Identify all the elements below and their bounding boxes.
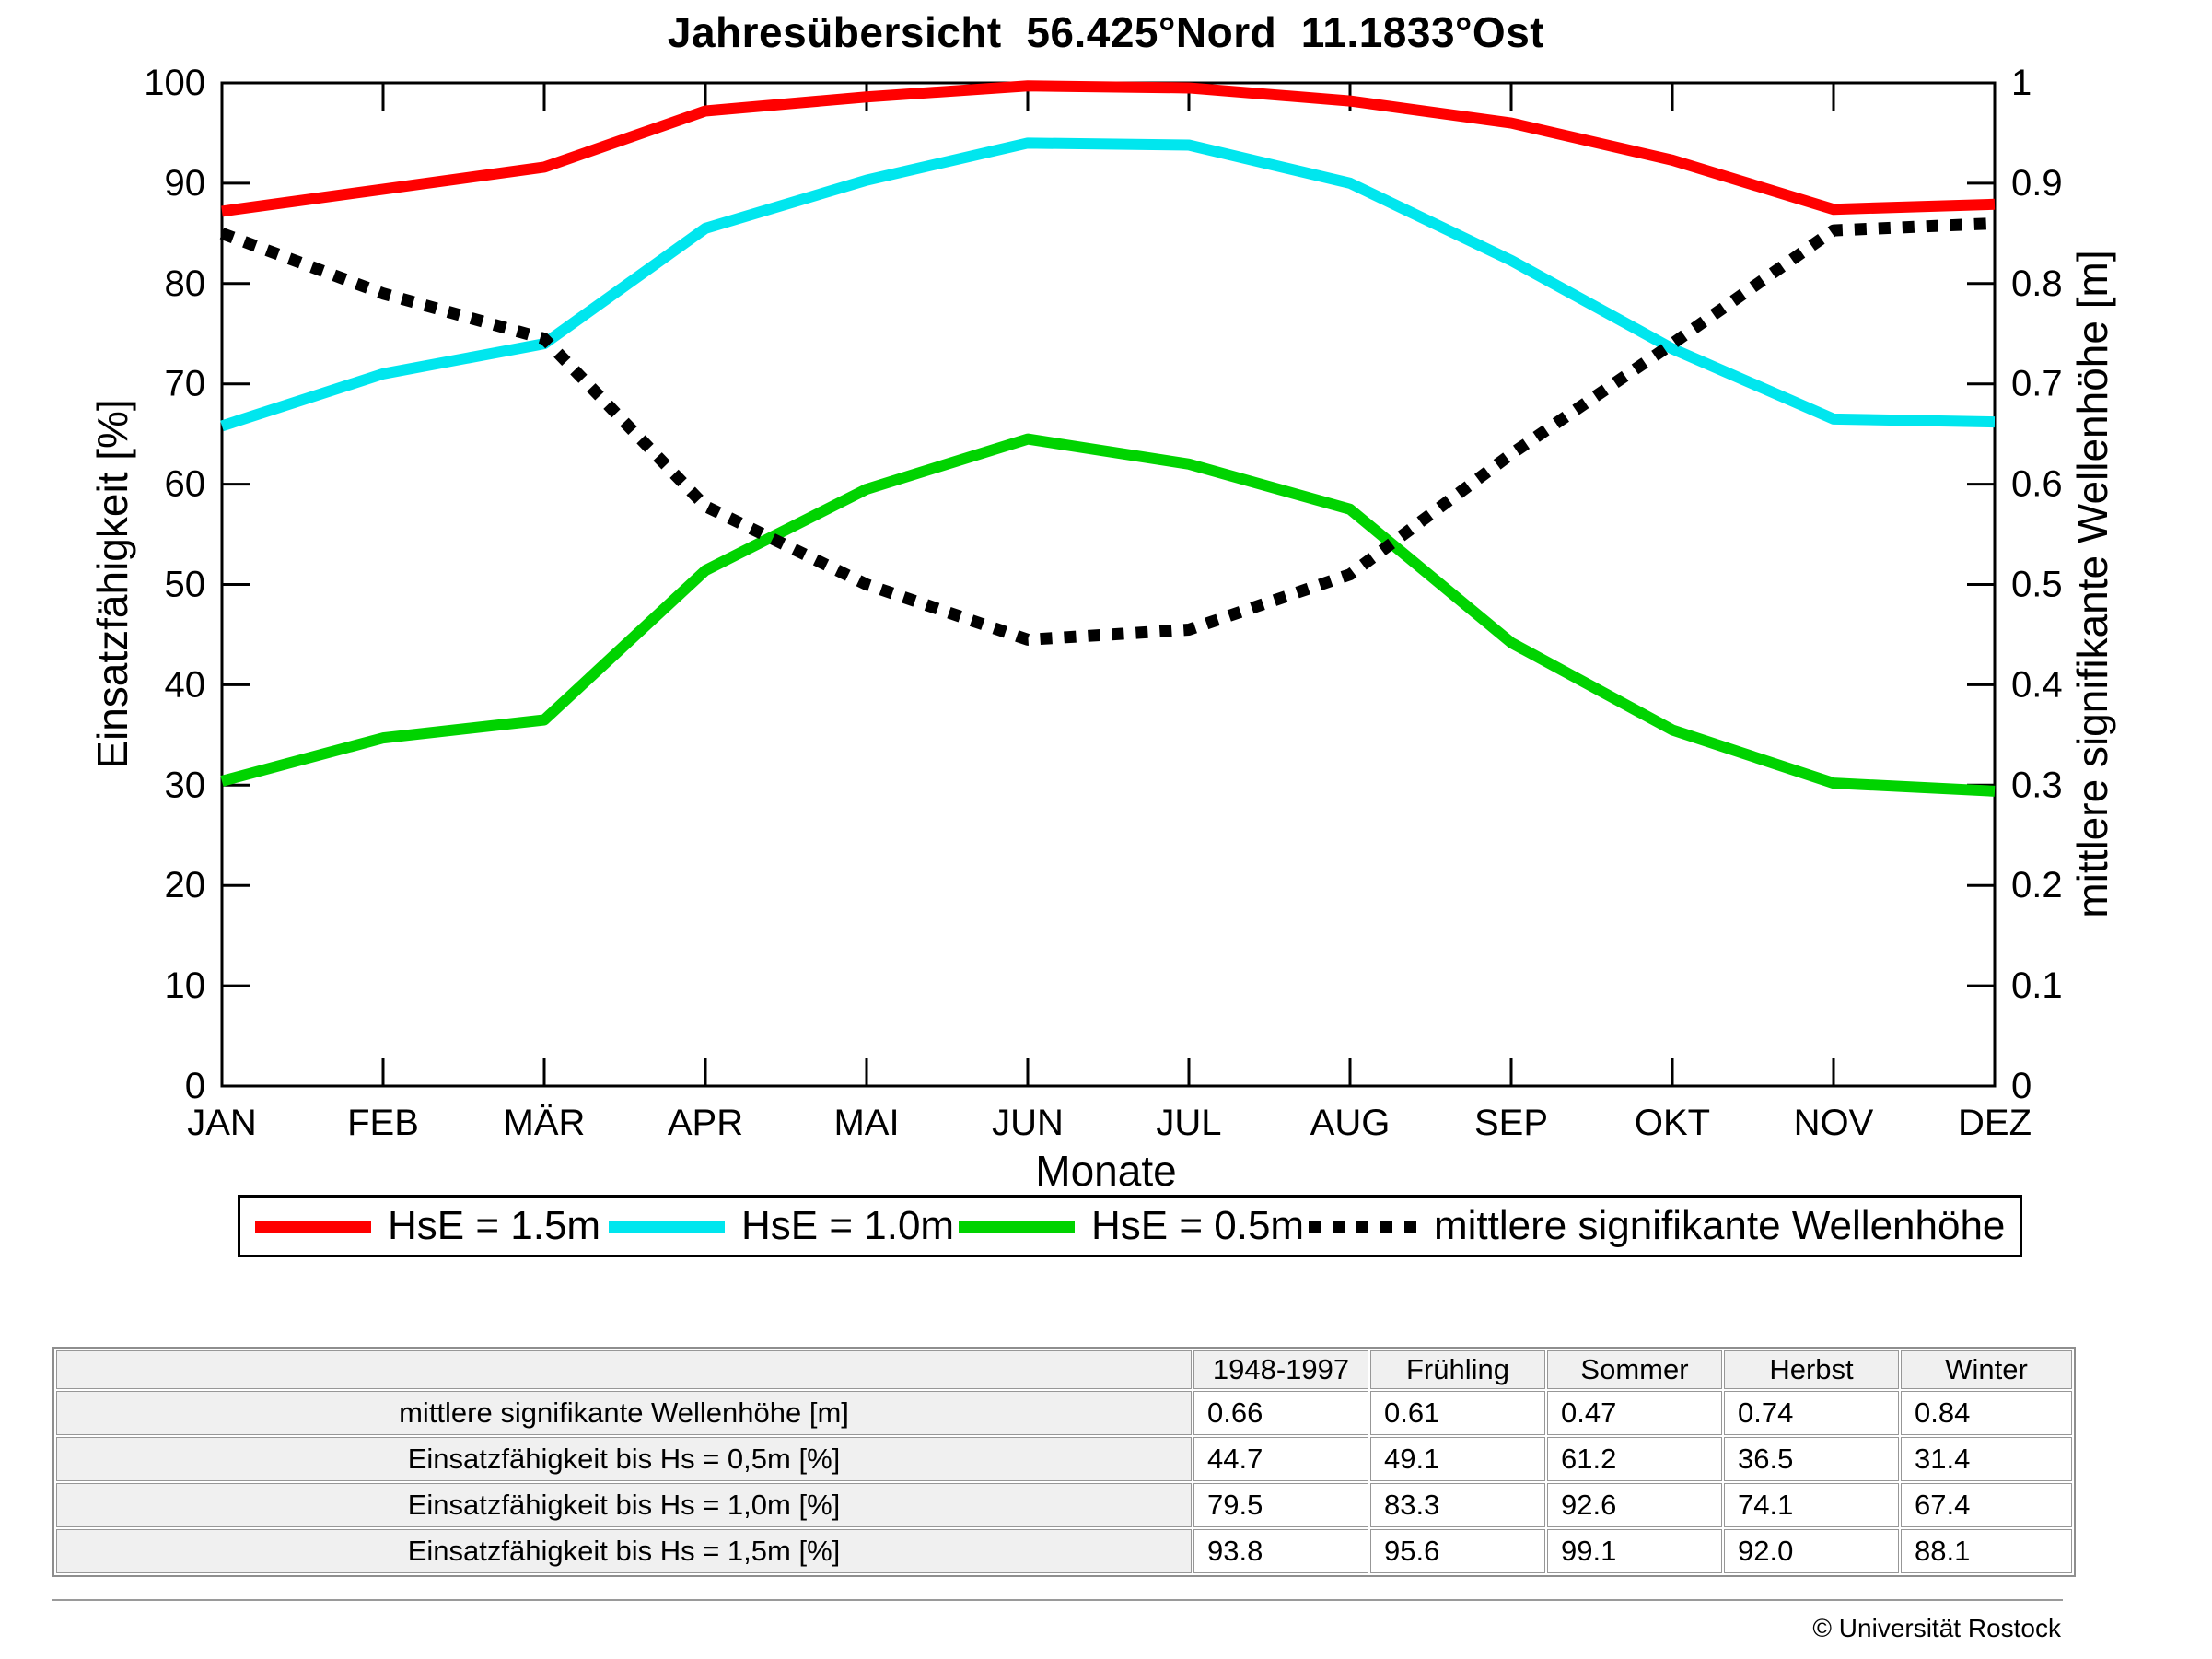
table-header-cell: Sommer (1547, 1350, 1722, 1389)
table-value-cell: 83.3 (1370, 1483, 1545, 1527)
month-tick-label: JAN (187, 1103, 257, 1143)
y-axis-label-right: mittlere signifikante Wellenhöhe [m] (2068, 250, 2116, 918)
table-value-cell: 92.0 (1724, 1529, 1899, 1573)
table-header-cell: Winter (1901, 1350, 2072, 1389)
month-tick-label: JUL (1156, 1103, 1221, 1143)
legend-item-1: HsE = 1.0m (609, 1198, 954, 1255)
y-tick-label-right: 0.4 (2011, 664, 2063, 705)
table-header-row: 1948-1997 Frühling Sommer Herbst Winter (56, 1350, 2072, 1389)
table-row-label: mittlere signifikante Wellenhöhe [m] (56, 1391, 1192, 1435)
table-row-label: Einsatzfähigkeit bis Hs = 1,5m [%] (56, 1529, 1192, 1573)
table-value-cell: 93.8 (1193, 1529, 1368, 1573)
table-value-cell: 0.47 (1547, 1391, 1722, 1435)
month-tick-label: NOV (1794, 1103, 1874, 1143)
table-value-cell: 44.7 (1193, 1437, 1368, 1481)
table-value-cell: 95.6 (1370, 1529, 1545, 1573)
y-tick-label-left: 70 (165, 364, 206, 404)
y-tick-label-left: 20 (165, 865, 206, 905)
table-value-cell: 0.61 (1370, 1391, 1545, 1435)
month-tick-label: AUG (1310, 1103, 1391, 1143)
table-value-cell: 49.1 (1370, 1437, 1545, 1481)
y-tick-label-right: 0.9 (2011, 163, 2063, 204)
table-row-label: Einsatzfähigkeit bis Hs = 1,0m [%] (56, 1483, 1192, 1527)
series-line-1 (220, 137, 1996, 432)
legend-label: HsE = 0.5m (1091, 1203, 1305, 1248)
table-header-cell: Herbst (1724, 1350, 1899, 1389)
y-tick-label-right: 0.3 (2011, 765, 2063, 805)
table-row: Einsatzfähigkeit bis Hs = 1,0m [%] 79.5 83… (56, 1483, 2072, 1527)
table-value-cell: 79.5 (1193, 1483, 1368, 1527)
month-tick-label: MÄR (504, 1103, 586, 1143)
series-line-0 (221, 80, 1996, 217)
month-tick-label: SEP (1474, 1103, 1548, 1143)
y-axis-label-left: Einsatzfähigkeit [%] (88, 399, 136, 769)
table-value-cell: 0.74 (1724, 1391, 1899, 1435)
table-corner-cell (56, 1350, 1192, 1389)
y-tick-label-left: 50 (165, 565, 206, 605)
table-value-cell: 88.1 (1901, 1529, 2072, 1573)
legend-item-3: mittlere signifikante Wellenhöhe (1309, 1198, 2005, 1255)
seasonal-stats-table: 1948-1997 Frühling Sommer Herbst Winter mitt… (52, 1347, 2076, 1577)
legend-line-swatch (609, 1220, 725, 1233)
table-value-cell: 0.84 (1901, 1391, 2072, 1435)
legend-line-swatch (959, 1220, 1075, 1233)
table-value-cell: 61.2 (1547, 1437, 1722, 1481)
legend-label: HsE = 1.0m (741, 1203, 955, 1248)
y-tick-label-left: 30 (165, 765, 206, 805)
table-row: mittlere signifikante Wellenhöhe [m] 0.66… (56, 1391, 2072, 1435)
legend-dotted-line-swatch (1309, 1220, 1417, 1233)
y-tick-label-left: 100 (144, 63, 205, 103)
legend-line-swatch (255, 1220, 371, 1233)
y-tick-label-right: 0.7 (2011, 364, 2063, 404)
y-tick-label-left: 90 (165, 163, 206, 204)
table-value-cell: 74.1 (1724, 1483, 1899, 1527)
legend-item-0: HsE = 1.5m (255, 1198, 600, 1255)
y-tick-label-right: 0.1 (2011, 965, 2063, 1006)
legend-label: mittlere signifikante Wellenhöhe (1434, 1203, 2006, 1248)
table-header-cell: Frühling (1370, 1350, 1545, 1389)
y-tick-label-right: 0.5 (2011, 565, 2063, 605)
month-tick-label: MAI (833, 1103, 899, 1143)
series-line-2 (220, 433, 1996, 797)
y-tick-label-right: 1 (2011, 63, 2032, 103)
chart-legend: HsE = 1.5m HsE = 1.0m HsE = 0.5m mittlere s… (238, 1195, 2022, 1257)
table-value-cell: 31.4 (1901, 1437, 2072, 1481)
y-tick-label-left: 40 (165, 664, 206, 705)
y-tick-label-left: 10 (165, 965, 206, 1006)
month-tick-label: APR (668, 1103, 743, 1143)
table-value-cell: 0.66 (1193, 1391, 1368, 1435)
y-tick-label-right: 0 (2011, 1066, 2032, 1106)
y-tick-label-right: 0.6 (2011, 464, 2063, 505)
series-line-3 (219, 216, 1996, 646)
table-value-cell: 36.5 (1724, 1437, 1899, 1481)
table-value-cell: 67.4 (1901, 1483, 2072, 1527)
legend-label: HsE = 1.5m (388, 1203, 601, 1248)
y-tick-label-left: 0 (185, 1066, 205, 1106)
seasonal-stats-table-wrap: 1948-1997 Frühling Sommer Herbst Winter mitt… (52, 1347, 2076, 1577)
y-tick-label-right: 0.8 (2011, 263, 2063, 304)
y-tick-label-right: 0.2 (2011, 865, 2063, 905)
y-tick-label-left: 60 (165, 464, 206, 505)
plot-frame (220, 81, 1997, 1088)
legend-item-2: HsE = 0.5m (959, 1198, 1304, 1255)
month-tick-label: OKT (1635, 1103, 1710, 1143)
y-tick-label-left: 80 (165, 263, 206, 304)
table-header-cell: 1948-1997 (1193, 1350, 1368, 1389)
table-row: Einsatzfähigkeit bis Hs = 0,5m [%] 44.7 49… (56, 1437, 2072, 1481)
table-row: Einsatzfähigkeit bis Hs = 1,5m [%] 93.8 95… (56, 1529, 2072, 1573)
copyright-notice: © Universität Rostock (1812, 1614, 2061, 1642)
table-row-label: Einsatzfähigkeit bis Hs = 0,5m [%] (56, 1437, 1192, 1481)
month-tick-label: JUN (992, 1103, 1064, 1143)
month-tick-label: FEB (347, 1103, 419, 1143)
table-bottom-rule (52, 1599, 2063, 1601)
x-axis-label: Monate (1035, 1147, 1177, 1195)
table-value-cell: 99.1 (1547, 1529, 1722, 1573)
table-value-cell: 92.6 (1547, 1483, 1722, 1527)
month-tick-label: DEZ (1958, 1103, 2032, 1143)
chart-title: Jahresübersicht 56.425°Nord 11.1833°Ost (667, 8, 1545, 56)
